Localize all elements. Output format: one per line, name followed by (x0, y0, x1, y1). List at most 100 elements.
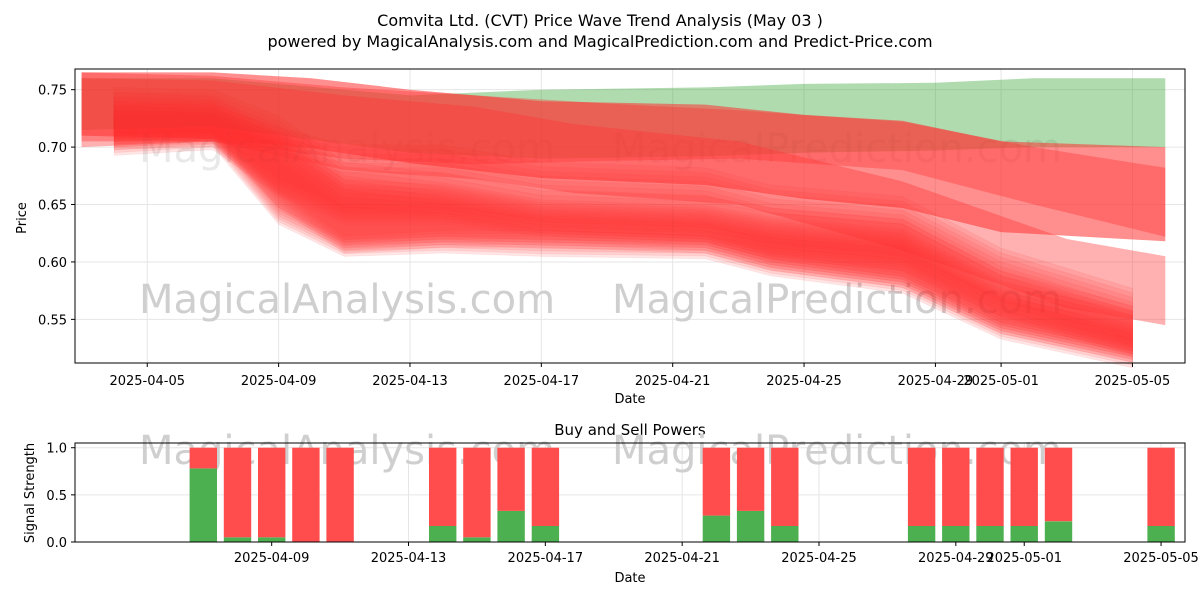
signal-x-tick-label: 2025-04-21 (644, 551, 720, 566)
sell-bar (1010, 447, 1038, 526)
signal-x-tick-label: 2025-04-13 (371, 551, 447, 566)
buy-bar (531, 526, 560, 542)
watermark-prediction-mid: MagicalPrediction.com (612, 277, 1062, 323)
price-y-tick-label: 0.75 (38, 84, 67, 99)
buy-bar (429, 526, 457, 542)
red-trend-band (81, 78, 1166, 326)
price-bands (81, 72, 1166, 326)
sell-bar (771, 447, 799, 526)
sell-bar (942, 447, 970, 526)
wave-ribbon (113, 114, 1133, 363)
sell-bar (429, 447, 457, 526)
red-trend-band (81, 72, 1166, 237)
price-x-tick-label: 2025-04-17 (504, 374, 580, 389)
price-plot-frame (74, 68, 1186, 364)
sell-bar (1147, 447, 1175, 526)
sell-bar (223, 447, 252, 538)
sell-bar (531, 447, 560, 526)
wave-ribbon (113, 91, 1133, 349)
wave-ribbon (113, 109, 1133, 360)
buy-bar (702, 515, 731, 542)
price-x-tick-label: 2025-04-29 (898, 374, 974, 389)
signal-y-tick-label: 0.5 (46, 489, 67, 504)
price-y-tick-label: 0.70 (38, 141, 67, 156)
chart-title-line2: powered by MagicalAnalysis.com and Magic… (267, 32, 932, 51)
price-y-axis-label: Price (15, 202, 30, 234)
wave-ribbon (113, 113, 1133, 346)
sell-bar (1044, 447, 1073, 522)
signal-y-tick-label: 1.0 (46, 442, 67, 457)
buy-bar (189, 468, 217, 542)
signal-chart-title: Buy and Sell Powers (554, 421, 706, 439)
wave-ribbon (113, 105, 1133, 358)
price-x-tick-label: 2025-05-05 (1095, 374, 1171, 389)
price-x-ticks: 2025-04-05 2025-04-09 2025-04-13 2025-04-17… (109, 363, 1170, 389)
price-y-ticks: 0.55 0.60 0.65 0.70 0.75 (38, 84, 75, 328)
price-x-tick-label: 2025-05-01 (963, 374, 1039, 389)
signal-y-axis-label: Signal Strength (23, 443, 38, 543)
signal-panel: Buy and Sell Powers MagicalAnalysis.com … (23, 421, 1199, 586)
signal-x-tick-label: 2025-04-09 (234, 551, 310, 566)
price-x-tick-label: 2025-04-21 (635, 374, 711, 389)
signal-x-tick-label: 2025-05-05 (1123, 551, 1199, 566)
price-x-tick-label: 2025-04-05 (109, 374, 185, 389)
wave-ribbons (113, 86, 1133, 369)
buy-bar (907, 526, 936, 542)
buy-bar (771, 526, 799, 542)
signal-bars (189, 447, 1175, 542)
buy-bar (497, 510, 525, 542)
signal-x-tick-label: 2025-04-17 (508, 551, 584, 566)
wave-ribbon (113, 86, 1133, 347)
signal-x-tick-label: 2025-04-25 (781, 551, 857, 566)
sell-bar (258, 447, 286, 538)
wave-ribbon (113, 101, 1133, 358)
sell-bar (736, 447, 765, 511)
buy-bar (976, 526, 1004, 542)
buy-bar (223, 537, 252, 542)
sell-bar (907, 447, 936, 526)
wave-ribbon (113, 104, 1133, 341)
price-x-axis-label: Date (614, 392, 645, 407)
wave-ribbon (113, 131, 1133, 357)
signal-plot-frame (74, 442, 1186, 543)
wave-ribbon (113, 108, 1133, 344)
wave-ribbon (113, 117, 1133, 349)
signal-x-axis-label: Date (614, 571, 645, 586)
sell-bar (702, 447, 731, 516)
buy-bar (1147, 526, 1175, 542)
sell-bar (463, 447, 491, 538)
watermark-analysis-mid: MagicalAnalysis.com (139, 277, 555, 323)
wave-ribbon (113, 96, 1133, 352)
wave-ribbon (113, 100, 1133, 355)
buy-bar (1044, 521, 1073, 542)
buy-bar (463, 537, 491, 542)
price-x-tick-label: 2025-04-25 (766, 374, 842, 389)
chart-title-line1: Comvita Ltd. (CVT) Price Wave Trend Anal… (377, 11, 823, 30)
signal-y-ticks: 0.0 0.5 1.0 (46, 442, 75, 551)
sell-bar (326, 447, 354, 542)
sell-bar (976, 447, 1004, 526)
signal-y-tick-label: 0.0 (46, 536, 67, 551)
sell-bar (292, 447, 320, 542)
buy-bar (1010, 526, 1038, 542)
wave-ribbon (113, 97, 1133, 355)
buy-bar (942, 526, 970, 542)
wave-ribbon (113, 110, 1133, 363)
price-y-tick-label: 0.65 (38, 199, 67, 214)
sell-bar (497, 447, 525, 511)
signal-x-tick-label: 2025-05-01 (986, 551, 1062, 566)
price-panel: MagicalAnalysis.com MagicalPrediction.co… (15, 68, 1186, 407)
sell-bar (189, 447, 217, 469)
price-y-tick-label: 0.60 (38, 256, 67, 271)
price-x-tick-label: 2025-04-13 (372, 374, 448, 389)
red-trend-band (81, 72, 1166, 242)
price-x-tick-label: 2025-04-09 (241, 374, 317, 389)
wave-ribbon (113, 127, 1133, 355)
wave-ribbon (113, 92, 1133, 352)
wave-ribbon (113, 122, 1133, 352)
signal-x-ticks: 2025-04-09 2025-04-13 2025-04-17 2025-04-21… (234, 542, 1199, 566)
price-y-tick-label: 0.55 (38, 313, 67, 328)
buy-bar (736, 510, 765, 542)
wave-ribbon (113, 106, 1133, 361)
